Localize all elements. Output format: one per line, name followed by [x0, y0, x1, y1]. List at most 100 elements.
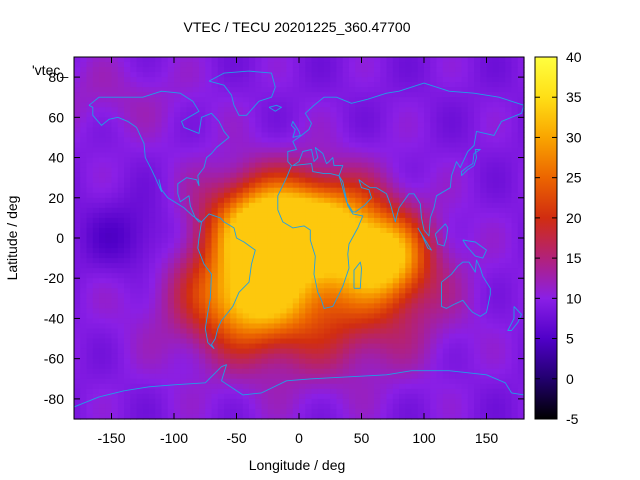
heatmap-cell — [517, 142, 525, 149]
heatmap-cell — [242, 303, 250, 309]
heatmap-cell — [180, 62, 188, 68]
heatmap-cell — [74, 293, 81, 299]
heatmap-cell — [205, 222, 213, 229]
heatmap-cell — [305, 182, 313, 189]
heatmap-cell — [274, 212, 281, 219]
heatmap-cell — [280, 398, 288, 405]
heatmap-cell — [336, 253, 344, 259]
heatmap-cell — [180, 87, 188, 93]
heatmap-cell — [236, 378, 244, 385]
heatmap-cell — [474, 157, 481, 164]
heatmap-cell — [174, 343, 181, 350]
heatmap-cell — [230, 62, 238, 68]
heatmap-cell — [480, 232, 488, 239]
heatmap-cell — [99, 308, 106, 315]
heatmap-cell — [455, 107, 463, 113]
heatmap-cell — [361, 348, 369, 355]
heatmap-cell — [505, 197, 513, 204]
heatmap-cell — [117, 67, 125, 73]
heatmap-cell — [186, 72, 194, 78]
heatmap-cell — [480, 72, 488, 78]
heatmap-cell — [286, 192, 294, 199]
heatmap-cell — [380, 137, 388, 144]
heatmap-cell — [261, 207, 269, 214]
heatmap-cell — [111, 112, 119, 118]
heatmap-cell — [267, 182, 275, 189]
heatmap-cell — [336, 378, 344, 385]
heatmap-cell — [355, 97, 363, 103]
heatmap-cell — [155, 258, 163, 264]
heatmap-cell — [224, 268, 231, 274]
heatmap-cell — [105, 303, 113, 309]
heatmap-cell — [255, 177, 263, 184]
heatmap-cell — [305, 328, 313, 335]
heatmap-cell — [155, 102, 163, 108]
heatmap-cell — [374, 62, 381, 68]
heatmap-cell — [467, 212, 475, 219]
heatmap-cell — [180, 388, 188, 395]
heatmap-cell — [280, 132, 288, 139]
heatmap-cell — [286, 142, 294, 149]
heatmap-cell — [374, 263, 381, 269]
heatmap-cell — [111, 388, 119, 395]
heatmap-cell — [86, 383, 94, 390]
heatmap-cell — [142, 278, 150, 284]
heatmap-cell — [324, 328, 331, 335]
heatmap-cell — [505, 333, 513, 340]
heatmap-cell — [105, 157, 113, 164]
heatmap-cell — [436, 358, 444, 365]
heatmap-cell — [124, 383, 131, 390]
heatmap-cell — [386, 77, 394, 83]
heatmap-cell — [336, 338, 344, 345]
heatmap-cell — [192, 137, 200, 144]
heatmap-cell — [242, 82, 250, 88]
heatmap-cell — [130, 383, 138, 390]
heatmap-cell — [136, 192, 144, 199]
heatmap-cell — [461, 373, 469, 380]
heatmap-cell — [205, 288, 213, 294]
heatmap-cell — [80, 263, 88, 269]
heatmap-cell — [430, 202, 438, 209]
heatmap-cell — [286, 253, 294, 259]
heatmap-cell — [405, 388, 413, 395]
heatmap-cell — [267, 283, 275, 289]
heatmap-cell — [242, 318, 250, 325]
heatmap-cell — [105, 343, 113, 350]
heatmap-cell — [324, 363, 331, 370]
heatmap-cell — [486, 192, 494, 199]
heatmap-cell — [92, 72, 100, 78]
heatmap-cell — [74, 328, 81, 335]
heatmap-cell — [474, 303, 481, 309]
heatmap-cell — [492, 298, 500, 304]
heatmap-cell — [492, 132, 500, 139]
heatmap-cell — [205, 293, 213, 299]
heatmap-cell — [492, 378, 500, 385]
heatmap-cell — [324, 112, 331, 118]
heatmap-cell — [80, 77, 88, 83]
heatmap-cell — [480, 278, 488, 284]
heatmap-cell — [324, 353, 331, 360]
heatmap-cell — [99, 243, 106, 249]
heatmap-cell — [461, 157, 469, 164]
heatmap-cell — [455, 232, 463, 239]
heatmap-cell — [261, 222, 269, 229]
heatmap-cell — [436, 238, 444, 244]
heatmap-cell — [330, 137, 338, 144]
heatmap-cell — [455, 82, 463, 88]
heatmap-cell — [517, 132, 525, 139]
heatmap-cell — [342, 368, 350, 375]
heatmap-cell — [374, 227, 381, 234]
heatmap-cell — [317, 172, 325, 179]
heatmap-cell — [217, 298, 225, 304]
heatmap-cell — [217, 57, 225, 63]
heatmap-cell — [367, 383, 375, 390]
heatmap-cell — [386, 368, 394, 375]
heatmap-cell — [117, 92, 125, 98]
heatmap-cell — [124, 393, 131, 400]
heatmap-cell — [436, 273, 444, 279]
heatmap-cell — [324, 97, 331, 103]
heatmap-cell — [442, 243, 450, 249]
heatmap-cell — [417, 202, 425, 209]
heatmap-cell — [174, 303, 181, 309]
heatmap-cell — [349, 248, 356, 254]
